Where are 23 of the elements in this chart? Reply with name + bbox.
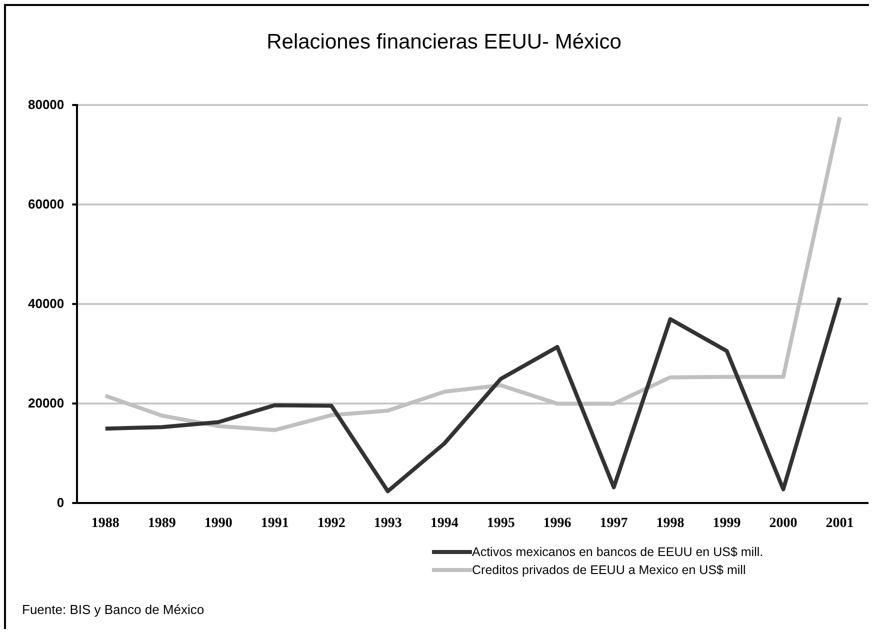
x-tick-label: 1996: [543, 516, 572, 532]
x-tick-label: 1988: [91, 516, 120, 532]
y-tick-label: 80000: [28, 96, 64, 112]
y-tick-label: 40000: [28, 296, 64, 311]
x-tick-label: 1993: [374, 516, 402, 532]
x-tick-label: 1990: [204, 516, 232, 532]
x-tick-label: 1991: [260, 516, 289, 532]
y-tick-label: 60000: [28, 196, 64, 212]
y-tick-label: 0: [56, 494, 64, 510]
legend-label: Activos mexicanos en bancos de EEUU en US$ mill.: [472, 544, 764, 560]
x-tick-label: 1999: [712, 516, 741, 532]
x-tick-label: 1994: [430, 516, 458, 532]
x-tick-label: 1995: [486, 516, 515, 532]
chart-title: Relaciones financieras EEUU- México: [266, 30, 622, 54]
x-tick-label: 2001: [826, 516, 854, 532]
x-tick-label: 1998: [656, 516, 684, 532]
x-tick-label: 2000: [769, 516, 798, 532]
x-tick-label: 1992: [317, 516, 346, 532]
source-note: Fuente: BIS y Banco de México: [22, 602, 204, 617]
x-tick-label: 1989: [148, 516, 176, 532]
legend-label: Creditos privados de EEUU a Mexico en US$ mill: [472, 562, 746, 578]
x-tick-label: 1997: [600, 516, 628, 532]
y-tick-label: 20000: [28, 395, 64, 410]
